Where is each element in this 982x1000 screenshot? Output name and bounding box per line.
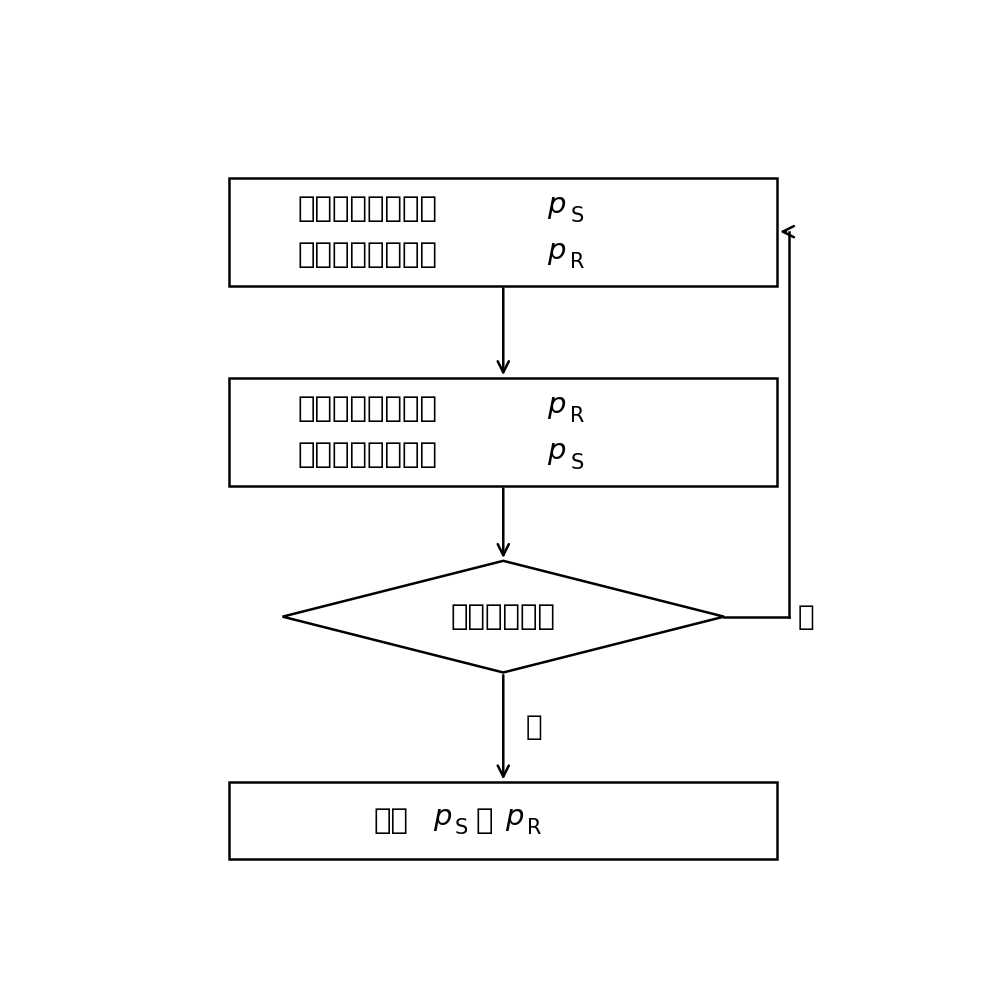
Text: p: p	[547, 191, 566, 219]
Text: 固定中继发射功率: 固定中继发射功率	[298, 395, 438, 423]
Text: 固定信源发射功率: 固定信源发射功率	[298, 195, 438, 223]
Text: 迭代是否收敛: 迭代是否收敛	[451, 603, 556, 631]
Text: 、: 、	[475, 807, 493, 835]
FancyBboxPatch shape	[230, 178, 778, 286]
Text: R: R	[571, 252, 584, 272]
Text: p: p	[433, 803, 452, 831]
Polygon shape	[283, 561, 724, 672]
Text: R: R	[527, 818, 541, 838]
Text: 是: 是	[526, 713, 543, 741]
Text: p: p	[547, 237, 566, 265]
Text: p: p	[547, 391, 566, 419]
Text: 输出: 输出	[374, 807, 409, 835]
Text: S: S	[571, 453, 583, 473]
Text: 优化中继发射功率: 优化中继发射功率	[298, 241, 438, 269]
FancyBboxPatch shape	[230, 782, 778, 859]
Text: R: R	[571, 406, 584, 426]
Text: S: S	[571, 206, 583, 226]
FancyBboxPatch shape	[230, 378, 778, 486]
Text: p: p	[547, 437, 566, 465]
Text: S: S	[455, 818, 467, 838]
Text: p: p	[506, 803, 524, 831]
Text: 否: 否	[797, 603, 814, 631]
Text: 优化信源发射功率: 优化信源发射功率	[298, 441, 438, 469]
